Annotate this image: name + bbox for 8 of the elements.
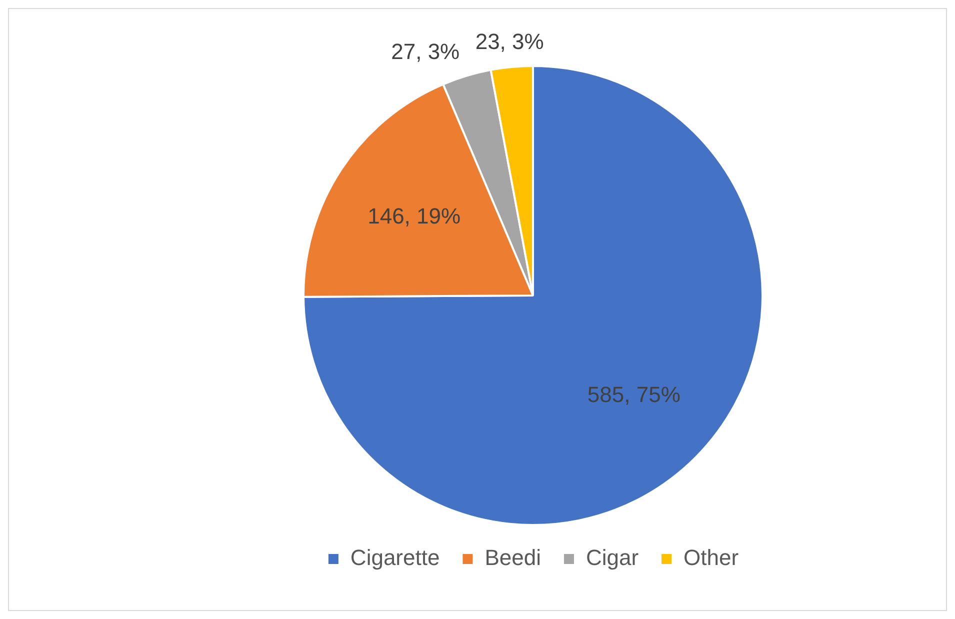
- data-label: 585, 75%: [587, 382, 680, 407]
- legend-label: Other: [684, 545, 739, 570]
- legend-label: Cigarette: [350, 545, 440, 570]
- data-label: 146, 19%: [368, 203, 461, 228]
- legend-label: Beedi: [484, 545, 541, 570]
- data-label: 23, 3%: [475, 29, 544, 54]
- data-label: 27, 3%: [391, 38, 460, 64]
- legend-label: Cigar: [586, 545, 639, 570]
